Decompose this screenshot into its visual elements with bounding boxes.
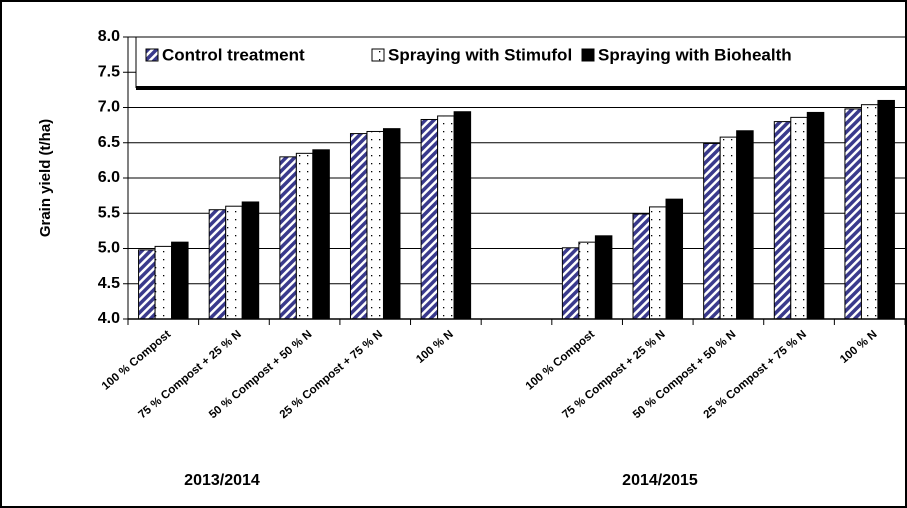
bar — [806, 111, 825, 320]
bar — [703, 142, 721, 320]
bar — [877, 99, 895, 320]
bar — [665, 198, 684, 320]
y-tick-label: 4.0 — [98, 310, 120, 327]
bar — [860, 104, 879, 320]
bar — [649, 206, 667, 320]
legend-label: Spraying with Stimufol — [388, 45, 572, 64]
bar — [279, 156, 297, 320]
bar — [241, 201, 260, 320]
bar — [632, 213, 651, 320]
bar — [138, 249, 156, 320]
bar — [366, 130, 384, 320]
bar — [844, 108, 862, 320]
bar — [171, 241, 189, 320]
bar — [208, 209, 227, 320]
bar — [453, 111, 472, 320]
bar — [312, 149, 330, 320]
legend-box — [136, 36, 905, 87]
y-tick-label: 5.0 — [98, 240, 120, 257]
bar — [736, 130, 754, 320]
bar — [594, 235, 613, 320]
bar — [719, 136, 738, 320]
legend-swatch — [581, 48, 595, 62]
y-tick-label: 4.5 — [98, 275, 120, 292]
y-axis-title: Grain yield (t/ha) — [37, 119, 54, 237]
group-label: 2013/2014 — [184, 472, 260, 489]
bar — [420, 118, 439, 320]
y-tick-label: 5.5 — [98, 204, 120, 221]
y-tick-label: 6.0 — [98, 169, 120, 186]
bar — [225, 205, 243, 320]
legend-label: Control treatment — [162, 45, 305, 64]
bar — [578, 241, 596, 320]
bar — [790, 116, 808, 320]
bar — [349, 133, 368, 320]
legend-swatch — [371, 48, 385, 62]
bar — [382, 128, 401, 320]
bar — [295, 152, 314, 320]
y-tick-label: 8.0 — [98, 28, 120, 45]
bar — [154, 245, 173, 320]
legend-label: Spraying with Biohealth — [598, 45, 792, 64]
y-tick-label: 6.5 — [98, 134, 120, 151]
group-label: 2014/2015 — [622, 472, 698, 489]
y-tick-label: 7.5 — [98, 63, 120, 80]
bar — [561, 247, 580, 320]
y-tick-label: 7.0 — [98, 99, 120, 116]
bar — [437, 115, 455, 320]
legend-swatch — [145, 48, 159, 62]
bar — [773, 121, 792, 320]
